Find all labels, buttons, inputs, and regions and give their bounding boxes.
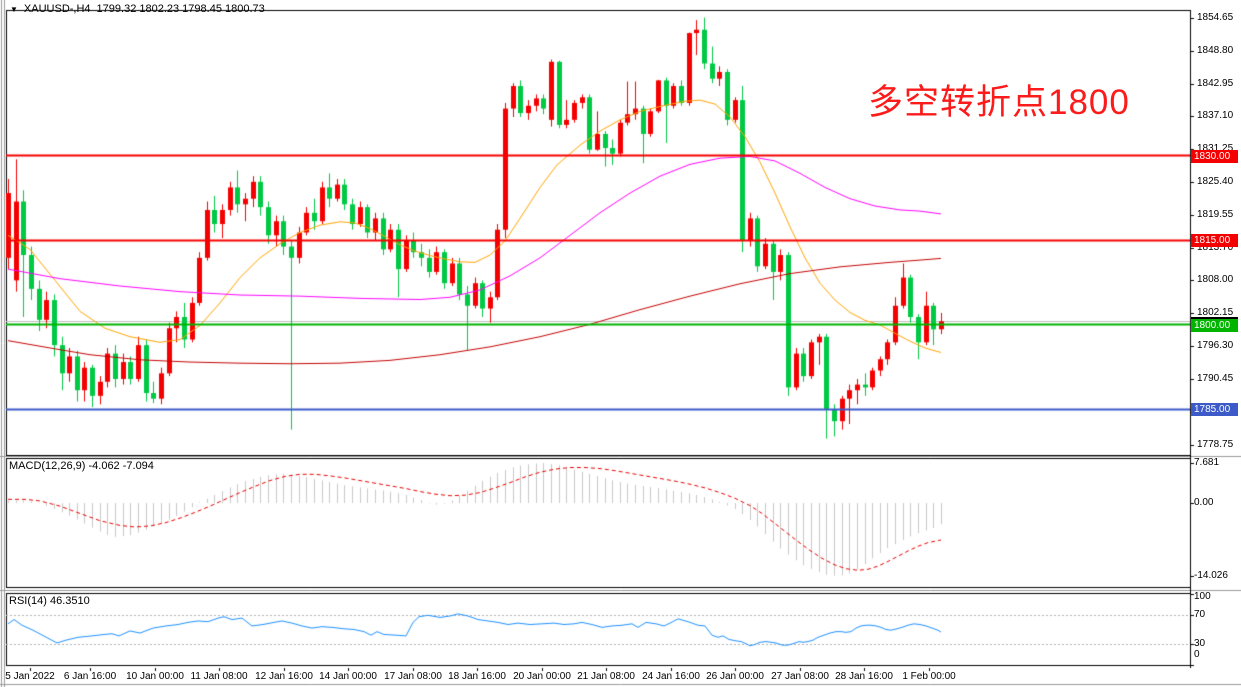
symbol-timeframe-label: XAUUSD-,H4 — [23, 3, 91, 15]
ohlc-values: 1799.32 1802.23 1798.45 1800.73 — [96, 3, 265, 15]
symbol-info-bar[interactable]: ▼ XAUUSD-,H4 1799.32 1802.23 1798.45 180… — [10, 3, 265, 15]
annotation-text: 多空转折点1800 — [868, 83, 1130, 122]
rsi-name: RSI(14) — [9, 595, 47, 607]
macd-name: MACD(12,26,9) — [9, 460, 86, 472]
chevron-down-icon[interactable]: ▼ — [10, 4, 18, 14]
rsi-indicator-label: RSI(14) 46.3510 — [9, 595, 90, 607]
macd-indicator-label: MACD(12,26,9) -4.062 -7.094 — [9, 460, 154, 472]
macd-values: -4.062 -7.094 — [88, 460, 154, 472]
rsi-value: 46.3510 — [49, 595, 90, 607]
